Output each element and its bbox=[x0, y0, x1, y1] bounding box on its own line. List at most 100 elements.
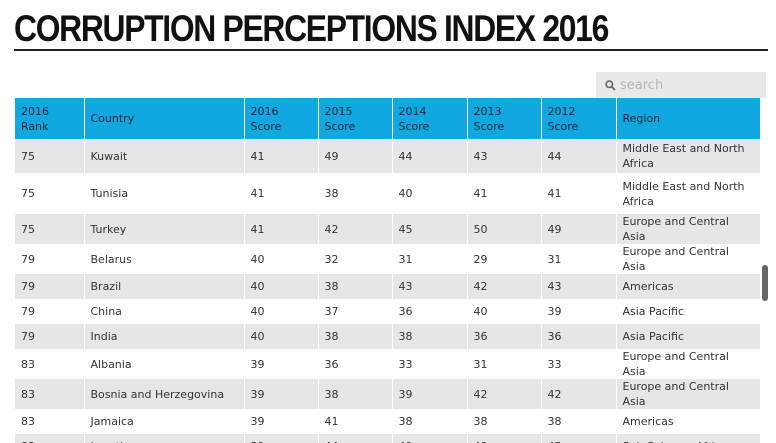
cell-rank: 75 bbox=[15, 139, 85, 173]
cell-score-2012: 45 bbox=[541, 434, 617, 443]
cell-region: Americas bbox=[616, 274, 760, 299]
table-header-row: 2016 Rank Country 2016 Score 2015 Score 201… bbox=[15, 98, 760, 139]
cell-score-2013: 41 bbox=[467, 173, 542, 214]
cell-score-2012: 31 bbox=[541, 244, 617, 274]
table-row: 75 Kuwait 41 49 44 43 44 Middle East and… bbox=[15, 139, 760, 173]
cell-score-2013: 36 bbox=[467, 324, 542, 349]
cell-score-2016: 39 bbox=[244, 379, 319, 409]
header-line: Score bbox=[250, 119, 282, 133]
header-line: Score bbox=[324, 119, 356, 133]
cell-region: Europe and Central Asia bbox=[616, 214, 760, 244]
header-line: Rank bbox=[21, 119, 49, 133]
cell-country: Bosnia and Herzegovina bbox=[84, 379, 245, 409]
cell-rank: 79 bbox=[15, 274, 85, 299]
column-header-region[interactable]: Region bbox=[616, 98, 760, 139]
cell-score-2015: 38 bbox=[318, 379, 393, 409]
cell-country: Tunisia bbox=[84, 173, 245, 214]
cell-score-2013: 38 bbox=[467, 409, 542, 434]
cell-score-2012: 39 bbox=[541, 299, 617, 324]
cell-score-2014: 40 bbox=[392, 173, 468, 214]
header-line: 2012 bbox=[547, 104, 576, 118]
column-header-2015-score[interactable]: 2015 Score bbox=[318, 98, 393, 139]
cell-rank: 83 bbox=[15, 349, 85, 379]
cell-score-2013: 49 bbox=[467, 434, 542, 443]
table-row: 75 Turkey 41 42 45 50 49 Europe and Cent… bbox=[15, 214, 760, 244]
cell-country: Jamaica bbox=[84, 409, 245, 434]
cell-score-2016: 39 bbox=[244, 349, 319, 379]
header-line: Country bbox=[90, 112, 135, 125]
cell-score-2016: 40 bbox=[244, 244, 319, 274]
table-row: 79 Brazil 40 38 43 42 43 Americas bbox=[15, 274, 760, 299]
cell-score-2015: 49 bbox=[318, 139, 393, 173]
header-line: Score bbox=[398, 119, 430, 133]
search-icon bbox=[600, 72, 620, 98]
header-line: Region bbox=[622, 112, 661, 125]
cell-score-2014: 33 bbox=[392, 349, 468, 379]
cell-rank: 79 bbox=[15, 299, 85, 324]
cell-country: Albania bbox=[84, 349, 245, 379]
cell-country: Lesotho bbox=[84, 434, 245, 443]
column-header-2012-score[interactable]: 2012 Score bbox=[541, 98, 617, 139]
cell-score-2014: 49 bbox=[392, 434, 468, 443]
cell-region: Middle East and North Africa bbox=[616, 173, 760, 214]
cell-score-2012: 33 bbox=[541, 349, 617, 379]
cell-score-2012: 44 bbox=[541, 139, 617, 173]
cell-score-2014: 44 bbox=[392, 139, 468, 173]
cell-region: Middle East and North Africa bbox=[616, 139, 760, 173]
cell-country: Brazil bbox=[84, 274, 245, 299]
cell-score-2015: 36 bbox=[318, 349, 393, 379]
cell-score-2016: 40 bbox=[244, 324, 319, 349]
cell-score-2014: 45 bbox=[392, 214, 468, 244]
cell-rank: 83 bbox=[15, 434, 85, 443]
column-header-2013-score[interactable]: 2013 Score bbox=[467, 98, 542, 139]
column-header-2016-score[interactable]: 2016 Score bbox=[244, 98, 319, 139]
column-header-2016-rank[interactable]: 2016 Rank bbox=[15, 98, 85, 139]
cell-country: Turkey bbox=[84, 214, 245, 244]
table-row: 79 Belarus 40 32 31 29 31 Europe and Cen… bbox=[15, 244, 760, 274]
header-line: 2016 bbox=[21, 104, 49, 118]
cell-score-2015: 41 bbox=[318, 409, 393, 434]
cell-score-2012: 41 bbox=[541, 173, 617, 214]
cell-score-2016: 40 bbox=[244, 299, 319, 324]
cell-score-2015: 38 bbox=[318, 274, 393, 299]
cell-region: Europe and Central Asia bbox=[616, 244, 760, 274]
cell-region: Europe and Central Asia bbox=[616, 379, 760, 409]
cell-rank: 75 bbox=[15, 214, 85, 244]
header-line: Score bbox=[473, 119, 505, 133]
cell-score-2013: 42 bbox=[467, 379, 542, 409]
cell-score-2012: 43 bbox=[541, 274, 617, 299]
title-divider bbox=[14, 49, 768, 51]
header-line: 2014 bbox=[398, 104, 427, 118]
cell-rank: 83 bbox=[15, 409, 85, 434]
scrollbar-thumb[interactable] bbox=[762, 265, 768, 301]
cell-rank: 75 bbox=[15, 173, 85, 214]
column-header-2014-score[interactable]: 2014 Score bbox=[392, 98, 468, 139]
table-row: 79 India 40 38 38 36 36 Asia Pacific bbox=[15, 324, 760, 349]
cell-score-2016: 39 bbox=[244, 409, 319, 434]
header-line: 2016 bbox=[250, 104, 279, 118]
table-row: 75 Tunisia 41 38 40 41 41 Middle East an… bbox=[15, 173, 760, 214]
cell-score-2016: 40 bbox=[244, 274, 319, 299]
column-header-country[interactable]: Country bbox=[84, 98, 245, 139]
table-row: 83 Jamaica 39 41 38 38 38 Americas bbox=[15, 409, 760, 434]
cell-score-2012: 38 bbox=[541, 409, 617, 434]
cell-score-2013: 43 bbox=[467, 139, 542, 173]
cell-region: Europe and Central Asia bbox=[616, 349, 760, 379]
search-input[interactable] bbox=[620, 77, 760, 93]
cell-country: Kuwait bbox=[84, 139, 245, 173]
cell-score-2014: 36 bbox=[392, 299, 468, 324]
search-box[interactable] bbox=[596, 72, 766, 98]
cell-region: Americas bbox=[616, 409, 760, 434]
cell-region: Asia Pacific bbox=[616, 299, 760, 324]
cell-score-2014: 43 bbox=[392, 274, 468, 299]
cell-score-2015: 38 bbox=[318, 173, 393, 214]
cell-score-2013: 29 bbox=[467, 244, 542, 274]
header-line: 2015 bbox=[324, 104, 353, 118]
cell-score-2012: 42 bbox=[541, 379, 617, 409]
data-table: 2016 Rank Country 2016 Score 2015 Score 201… bbox=[15, 98, 760, 443]
table-row: 83 Albania 39 36 33 31 33 Europe and Cen… bbox=[15, 349, 760, 379]
table-row: 83 Bosnia and Herzegovina 39 38 39 42 42… bbox=[15, 379, 760, 409]
cell-score-2013: 50 bbox=[467, 214, 542, 244]
cell-score-2016: 39 bbox=[244, 434, 319, 443]
cell-score-2016: 41 bbox=[244, 139, 319, 173]
